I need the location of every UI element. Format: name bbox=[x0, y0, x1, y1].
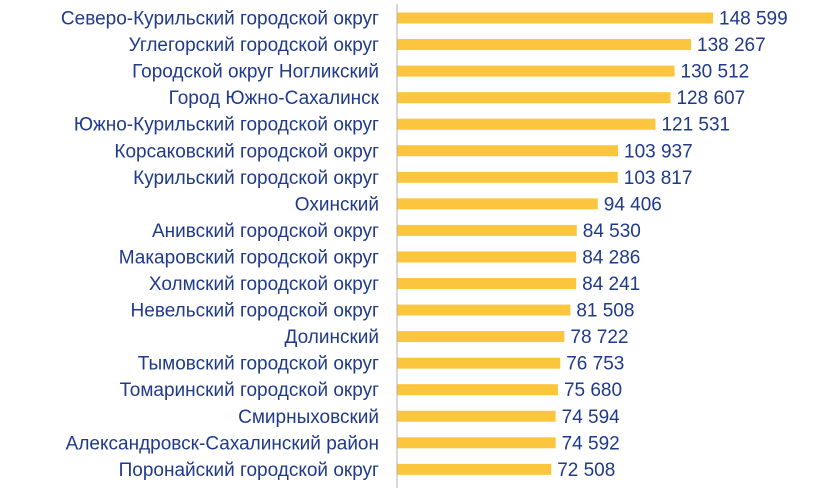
bar-10 bbox=[397, 251, 577, 263]
bar-6 bbox=[397, 145, 619, 157]
value-label: 121 531 bbox=[661, 115, 730, 136]
category-labels-group: Северо-Курильский городской округ Углегор… bbox=[61, 9, 380, 481]
category-label: Томаринский городской округ bbox=[120, 380, 379, 401]
value-label: 103 937 bbox=[624, 141, 693, 162]
value-labels-group: 148 599 138 267 130 512 128 607 121 531 103 9… bbox=[557, 9, 787, 481]
value-label: 74 592 bbox=[562, 433, 620, 454]
bar-17 bbox=[397, 437, 556, 449]
bar-8 bbox=[397, 198, 598, 210]
bar-5 bbox=[397, 118, 656, 130]
bar-9 bbox=[397, 224, 577, 236]
value-label: 75 680 bbox=[564, 380, 622, 401]
bars-group bbox=[397, 12, 713, 475]
category-label: Охинский bbox=[295, 194, 379, 215]
bar-2 bbox=[397, 39, 692, 51]
category-label: Александровск-Сахалинский район bbox=[66, 433, 379, 454]
bar-1 bbox=[397, 12, 713, 24]
value-label: 76 753 bbox=[566, 354, 624, 375]
category-label: Южно-Курильский городской округ bbox=[74, 115, 379, 136]
category-label: Корсаковский городской округ bbox=[114, 141, 379, 162]
category-label: Анивский городской округ bbox=[152, 221, 379, 242]
value-label: 84 530 bbox=[583, 221, 641, 242]
value-label: 78 722 bbox=[570, 327, 628, 348]
category-label: Тымовский городской округ bbox=[138, 354, 379, 375]
bar-3 bbox=[397, 65, 675, 77]
category-label: Северо-Курильский городской округ bbox=[61, 9, 379, 30]
category-label: Долинский bbox=[285, 327, 379, 348]
bar-13 bbox=[397, 331, 565, 343]
value-label: 74 594 bbox=[562, 407, 621, 428]
bar-7 bbox=[397, 171, 618, 183]
value-label: 148 599 bbox=[719, 9, 788, 30]
category-label: Смирныховский bbox=[238, 407, 379, 428]
value-label: 84 286 bbox=[582, 247, 640, 268]
value-label: 128 607 bbox=[676, 88, 745, 109]
bar-11 bbox=[397, 278, 577, 289]
bar-16 bbox=[397, 410, 556, 422]
bar-14 bbox=[397, 357, 561, 369]
category-label: Городской округ Ногликский bbox=[132, 62, 379, 83]
bar-12 bbox=[397, 304, 571, 316]
bar-4 bbox=[397, 92, 671, 104]
category-label: Невельский городской округ bbox=[131, 301, 380, 322]
bar-18 bbox=[397, 463, 552, 475]
value-label: 94 406 bbox=[604, 194, 662, 215]
category-label: Курильский городской округ bbox=[133, 168, 379, 189]
bar-15 bbox=[397, 384, 558, 396]
value-label: 84 241 bbox=[582, 274, 640, 295]
category-label: Макаровский городской округ bbox=[119, 247, 379, 268]
value-label: 103 817 bbox=[624, 168, 693, 189]
value-label: 81 508 bbox=[576, 301, 634, 322]
category-label: Поронайский городской округ bbox=[119, 460, 379, 481]
category-label: Город Южно-Сахалинск bbox=[169, 88, 380, 109]
value-label: 130 512 bbox=[681, 62, 750, 83]
value-label: 138 267 bbox=[697, 35, 766, 56]
value-label: 72 508 bbox=[557, 460, 615, 481]
category-label: Холмский городской округ bbox=[149, 274, 379, 295]
category-label: Углегорский городской округ bbox=[129, 35, 379, 56]
